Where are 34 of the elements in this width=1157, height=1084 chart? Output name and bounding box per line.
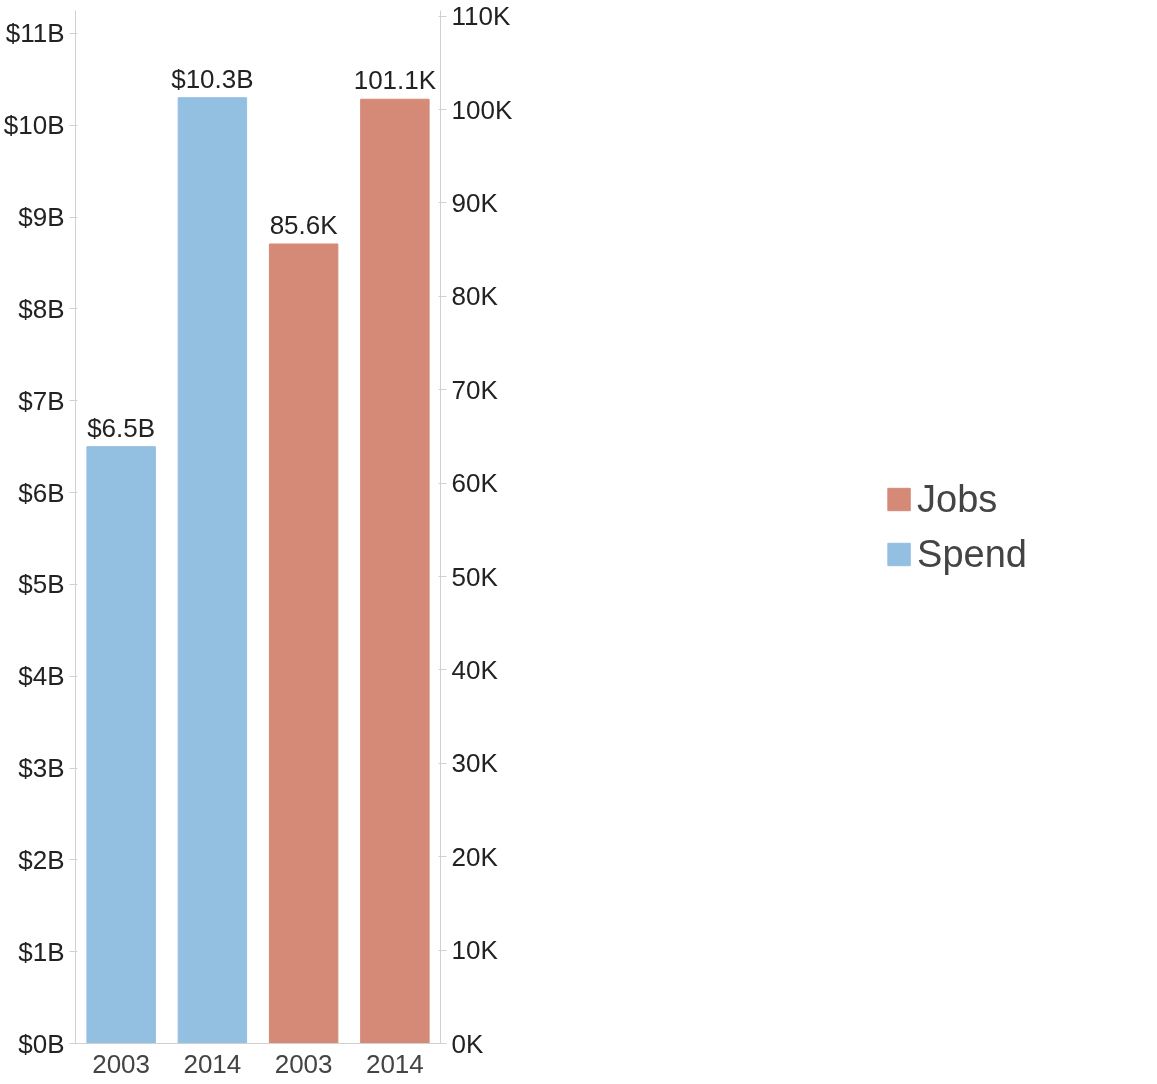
y2-tick-label: 110K bbox=[451, 1, 511, 32]
y2-tick-label: 70K bbox=[451, 374, 499, 405]
y2-tick-label: 50K bbox=[451, 561, 499, 592]
y2-tick-label: 30K bbox=[451, 748, 499, 779]
y2-tick-label: 20K bbox=[451, 841, 499, 872]
y-tick-label: $1B bbox=[18, 936, 65, 967]
data-label: 101.1K bbox=[353, 65, 437, 96]
y2-tick-label: 90K bbox=[451, 187, 499, 218]
y-tick-label: $4B bbox=[18, 661, 65, 692]
y2-tick-label: 0K bbox=[451, 1028, 484, 1059]
x-tick-label: 2014 bbox=[365, 1048, 424, 1079]
y2-tick-label: 80K bbox=[451, 281, 499, 312]
y-tick-label: $2B bbox=[18, 844, 65, 875]
y-tick-label: $8B bbox=[18, 293, 65, 324]
legend-label: Spend bbox=[917, 532, 1027, 576]
y-tick-label: $6B bbox=[18, 477, 65, 508]
y2-tick-label: 100K bbox=[451, 94, 513, 125]
x-tick-label: 2003 bbox=[274, 1048, 333, 1079]
y2-tick-label: 40K bbox=[451, 654, 499, 685]
y-tick-label: $9B bbox=[18, 202, 65, 233]
y-tick-label: $3B bbox=[18, 753, 65, 784]
x-tick-label: 2003 bbox=[92, 1048, 151, 1079]
y-tick-label: $11B bbox=[5, 18, 65, 49]
y-tick-label: $5B bbox=[18, 569, 65, 600]
data-label: 85.6K bbox=[269, 210, 339, 240]
legend-label: Jobs bbox=[917, 477, 998, 521]
y-tick-label: $7B bbox=[18, 385, 65, 416]
x-tick-label: 2014 bbox=[183, 1048, 242, 1079]
y-tick-label: $10B bbox=[3, 110, 65, 141]
y2-tick-label: 10K bbox=[451, 935, 499, 966]
data-label: $10.3B bbox=[171, 63, 254, 94]
data-label: $6.5B bbox=[87, 412, 156, 443]
y-tick-label: $0B bbox=[18, 1028, 65, 1059]
y2-tick-label: 60K bbox=[451, 468, 499, 499]
